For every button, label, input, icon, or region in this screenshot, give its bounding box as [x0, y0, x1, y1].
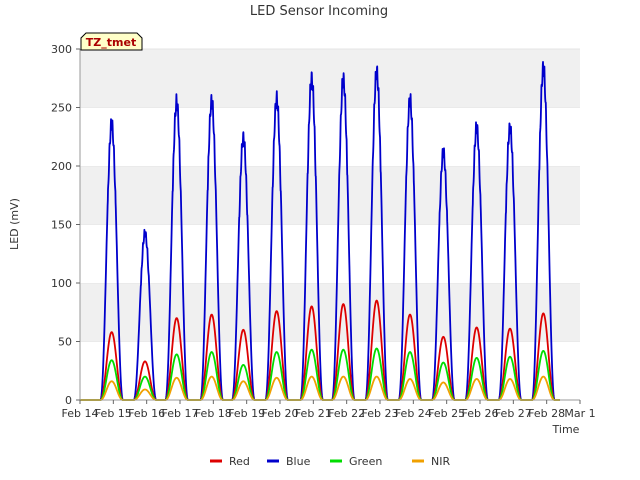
legend-label-red: Red	[229, 455, 250, 468]
y-tick-label: 150	[51, 219, 72, 232]
chart-title: LED Sensor Incoming	[250, 4, 388, 19]
x-tick-label: Feb 22	[328, 407, 365, 420]
x-tick-label: Feb 16	[128, 407, 165, 420]
x-tick-label: Feb 17	[162, 407, 199, 420]
x-tick-label: Feb 19	[228, 407, 265, 420]
x-tick-label: Feb 28	[528, 407, 565, 420]
grid-band	[80, 283, 580, 342]
x-tick-label: Feb 21	[295, 407, 332, 420]
x-axis-label: Time	[552, 423, 580, 436]
grid-band	[80, 224, 580, 283]
y-tick-label: 200	[51, 160, 72, 173]
x-tick-label: Feb 15	[95, 407, 132, 420]
y-tick-label: 300	[51, 43, 72, 56]
x-tick-label: Feb 24	[395, 407, 432, 420]
legend-label-nir: NIR	[431, 455, 450, 468]
x-tick-label: Feb 27	[495, 407, 532, 420]
legend-label-green: Green	[349, 455, 382, 468]
background-bands	[80, 48, 580, 400]
x-tick-label: Feb 14	[62, 407, 99, 420]
annotation-box: TZ_tmet	[80, 32, 143, 51]
legend-label-blue: Blue	[286, 455, 311, 468]
grid-band	[80, 166, 580, 225]
x-tick-label: Feb 23	[362, 407, 399, 420]
grid-band	[80, 341, 580, 400]
legend: Red Blue Green NIR	[210, 455, 450, 468]
grid-band	[80, 107, 580, 166]
x-tick-label: Mar 1	[564, 407, 595, 420]
x-tick-label: Feb 18	[195, 407, 232, 420]
y-axis-label: LED (mV)	[8, 198, 21, 250]
grid-band	[80, 49, 580, 108]
x-tick-label: Feb 26	[462, 407, 499, 420]
y-tick-label: 50	[58, 336, 72, 349]
annotation-text: TZ_tmet	[86, 36, 136, 49]
y-tick-label: 250	[51, 102, 72, 115]
x-tick-label: Feb 20	[262, 407, 299, 420]
x-tick-label: Feb 25	[428, 407, 465, 420]
y-tick-label: 0	[65, 394, 72, 407]
y-tick-label: 100	[51, 277, 72, 290]
